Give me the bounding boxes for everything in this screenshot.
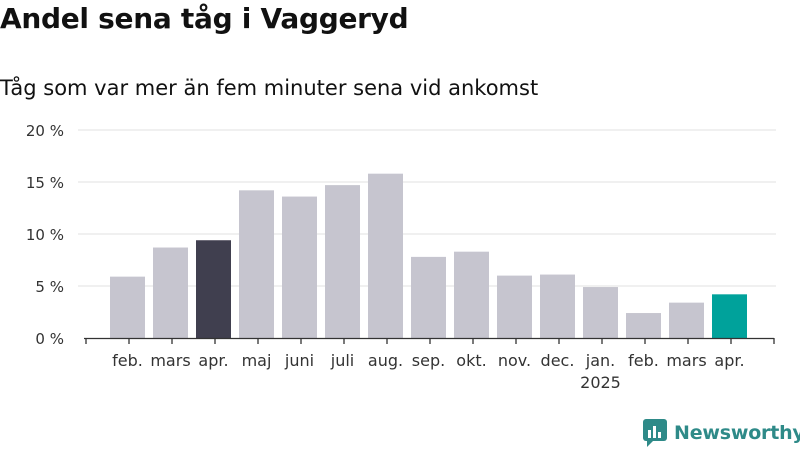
x-tick-label: maj bbox=[242, 351, 272, 370]
bar bbox=[411, 256, 446, 338]
y-tick-label: 5 % bbox=[35, 278, 64, 296]
x-tick-label: juni bbox=[284, 351, 314, 370]
x-tick-label: mars bbox=[150, 351, 190, 370]
x-tick-label: nov. bbox=[498, 351, 531, 370]
x-tick-label: sep. bbox=[412, 351, 445, 370]
bar bbox=[626, 313, 661, 338]
bar bbox=[196, 240, 231, 338]
bar-chart: 0 % 5 % 10 % 15 % 20 % feb. mars apr. maj juni jul… bbox=[26, 122, 776, 392]
bar bbox=[368, 173, 403, 338]
bar bbox=[110, 276, 145, 338]
y-tick-label: 10 % bbox=[26, 226, 64, 244]
x-tick-label: okt. bbox=[456, 351, 486, 370]
x-tick-label: jan. bbox=[585, 351, 615, 370]
y-tick-label: 15 % bbox=[26, 174, 64, 192]
y-tick-label: 20 % bbox=[26, 122, 64, 140]
chart-subtitle: Tåg som var mer än fem minuter sena vid … bbox=[0, 76, 539, 100]
x-tick-label: apr. bbox=[714, 351, 744, 370]
brand-logo[interactable]: Newsworthy bbox=[642, 418, 800, 448]
x-tick-label: feb. bbox=[112, 351, 143, 370]
x-year-label: 2025 bbox=[580, 373, 621, 392]
bar bbox=[497, 275, 532, 338]
x-tick-label: juli bbox=[330, 351, 354, 370]
newsworthy-icon bbox=[643, 419, 667, 447]
chart-title: Andel sena tåg i Vaggeryd bbox=[0, 2, 409, 35]
bar bbox=[454, 251, 489, 338]
x-tick-label: aug. bbox=[368, 351, 403, 370]
x-tick-label: mars bbox=[666, 351, 706, 370]
x-tick-label: dec. bbox=[541, 351, 575, 370]
brand-name: Newsworthy bbox=[674, 422, 800, 444]
bar bbox=[153, 247, 188, 338]
x-tick-label: feb. bbox=[628, 351, 659, 370]
x-tick-label: apr. bbox=[198, 351, 228, 370]
bar bbox=[712, 294, 747, 338]
bar bbox=[669, 302, 704, 338]
bar bbox=[540, 274, 575, 338]
bar bbox=[282, 196, 317, 338]
bar bbox=[325, 185, 360, 338]
bar bbox=[583, 287, 618, 338]
y-tick-label: 0 % bbox=[35, 330, 64, 348]
bar bbox=[239, 190, 274, 338]
